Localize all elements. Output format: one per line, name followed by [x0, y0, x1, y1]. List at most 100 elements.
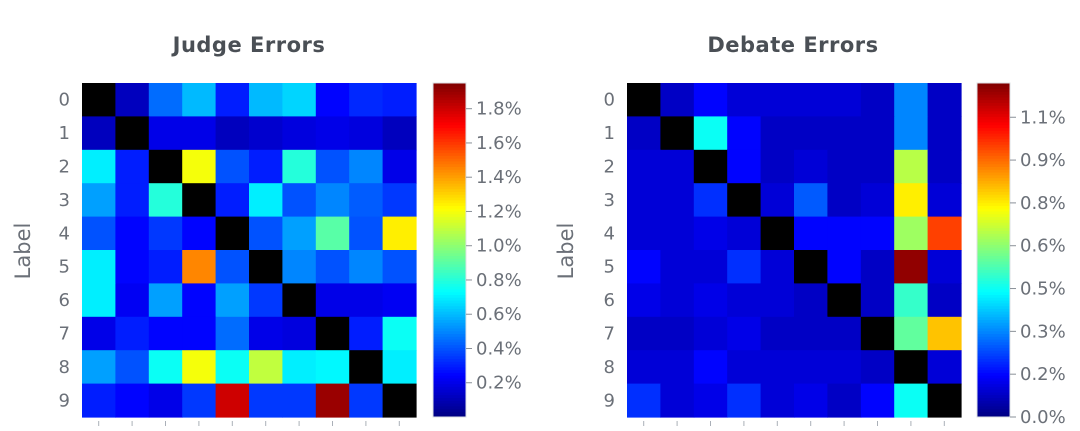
debate-heatmap-cell-3-7: [860, 183, 895, 218]
judge-colorbar-segment: [433, 241, 466, 245]
judge-heatmap-cell-9-1: [115, 383, 150, 418]
debate-colorbar-segment: [977, 177, 1010, 181]
judge-colorbar-segment: [433, 358, 466, 362]
debate-heatmap-cell-2-5: [794, 149, 828, 184]
debate-heatmap-cell-0-0: [627, 83, 661, 117]
judge-colorbar-label-7: 1.6%: [476, 133, 522, 154]
judge-colorbar-segment: [433, 121, 466, 126]
judge-colorbar-label-2: 0.6%: [476, 304, 522, 325]
debate-colorbar-segment: [977, 369, 1010, 373]
judge-colorbar-segment: [433, 252, 466, 257]
judge-heatmap-cell-9-3: [182, 383, 217, 418]
debate-row-label-0: 0: [604, 90, 615, 111]
debate-colorbar-label-7: 1.1%: [1020, 107, 1066, 128]
judge-heatmap-cell-4-3: [182, 216, 217, 251]
judge-colorbar-segment: [433, 155, 466, 159]
judge-heatmap-cell-8-8: [349, 350, 384, 385]
debate-colorbar-segment: [977, 297, 1010, 301]
debate-colorbar-segment: [977, 197, 1010, 201]
judge-heatmap-cell-8-6: [282, 350, 317, 385]
judge-colorbar-segment: [433, 236, 466, 240]
judge-heatmap-cell-2-9: [382, 149, 417, 184]
judge-heatmap-cell-4-2: [148, 216, 183, 251]
judge-heatmap-cell-2-8: [349, 149, 384, 184]
debate-colorbar-label-4: 0.6%: [1020, 236, 1066, 257]
judge-colorbar-segment: [433, 110, 466, 115]
judge-row-label-6: 6: [59, 290, 70, 311]
judge-heatmap-cell-6-4: [215, 283, 250, 318]
judge-colorbar-segment: [433, 258, 466, 262]
debate-heatmap-cell-3-3: [727, 183, 762, 218]
debate-y-axis-label: Label: [554, 223, 578, 280]
judge-colorbar-segment: [433, 344, 466, 348]
debate-colorbar-segment: [977, 236, 1010, 240]
debate-colorbar-segment: [977, 272, 1010, 276]
debate-colorbar-segment: [977, 305, 1010, 309]
judge-heatmap-cell-9-2: [148, 383, 183, 418]
judge-heatmap-cell-1-9: [382, 116, 417, 151]
debate-heatmap-cell-0-8: [894, 83, 929, 117]
debate-heatmap-cell-9-6: [827, 383, 862, 418]
judge-colorbar-segment: [433, 272, 466, 276]
debate-colorbar-segment: [977, 202, 1010, 206]
debate-row-label-3: 3: [604, 190, 615, 211]
debate-heatmap-cell-8-6: [827, 350, 862, 385]
judge-heatmap-cell-2-0: [82, 149, 116, 184]
debate-heatmap-cell-6-1: [660, 283, 695, 318]
debate-colorbar-segment: [977, 250, 1010, 254]
debate-colorbar-segment: [977, 361, 1010, 365]
debate-colorbar-segment: [977, 364, 1010, 368]
debate-colorbar-segment: [977, 358, 1010, 362]
debate-colorbar-segment: [977, 144, 1010, 148]
debate-heatmap-cell-0-9: [927, 83, 962, 117]
debate-heatmap-cell-1-1: [660, 116, 695, 151]
judge-colorbar-segment: [433, 305, 466, 309]
debate-colorbar-segment: [977, 383, 1010, 387]
judge-heatmap-cell-5-9: [382, 250, 417, 284]
debate-heatmap-cell-6-5: [794, 283, 828, 318]
debate-colorbar-segment: [977, 130, 1010, 134]
debate-colorbar-segment: [977, 224, 1010, 229]
debate-colorbar-segment: [977, 347, 1010, 351]
debate-heatmap-cell-8-5: [794, 350, 828, 385]
judge-colorbar-segment: [433, 116, 466, 120]
debate-heatmap-cell-0-6: [827, 83, 862, 117]
debate-heatmap-cell-7-2: [693, 316, 728, 351]
debate-heatmap-cell-3-9: [927, 183, 962, 218]
judge-colorbar-segment: [433, 83, 466, 87]
judge-heatmap-cell-8-1: [115, 350, 150, 385]
debate-heatmap-cell-0-7: [860, 83, 895, 117]
debate-heatmap-cell-9-5: [794, 383, 828, 418]
judge-colorbar-segment: [433, 216, 466, 220]
debate-heatmap-cell-4-5: [794, 216, 828, 251]
debate-heatmap-cell-5-0: [627, 250, 661, 284]
judge-row-label-8: 8: [59, 357, 70, 378]
debate-heatmap-cell-6-4: [760, 283, 795, 318]
judge-heatmap-cell-4-5: [249, 216, 283, 251]
judge-heatmap-cell-6-7: [315, 283, 350, 318]
debate-colorbar-segment: [977, 355, 1010, 360]
debate-heatmap-cell-9-7: [860, 383, 895, 418]
debate-heatmap-cell-8-0: [627, 350, 661, 385]
judge-heatmap-cell-9-0: [82, 383, 116, 418]
debate-heatmap-cell-4-8: [894, 216, 929, 251]
debate-colorbar-segment: [977, 378, 1010, 382]
judge-colorbar-segment: [433, 291, 466, 296]
judge-heatmap-cell-9-7: [315, 383, 350, 418]
judge-colorbar-segment: [433, 88, 466, 92]
debate-heatmap-cell-0-3: [727, 83, 762, 117]
judge-heatmap-cell-9-8: [349, 383, 384, 418]
debate-heatmap-cell-3-8: [894, 183, 929, 218]
judge-heatmap-cell-2-1: [115, 149, 150, 184]
judge-colorbar-segment: [433, 366, 466, 371]
judge-heatmap-cell-5-6: [282, 250, 317, 284]
debate-heatmap-cell-5-2: [693, 250, 728, 284]
judge-heatmap-cell-0-5: [249, 83, 283, 117]
judge-colorbar-segment: [433, 127, 466, 131]
judge-heatmap-cell-7-5: [249, 316, 283, 351]
debate-heatmap-cell-7-0: [627, 316, 661, 351]
debate-heatmap-cell-1-8: [894, 116, 929, 151]
judge-chart-title: Judge Errors: [171, 33, 326, 57]
judge-colorbar-segment: [433, 269, 466, 273]
debate-heatmap-cell-1-7: [860, 116, 895, 151]
